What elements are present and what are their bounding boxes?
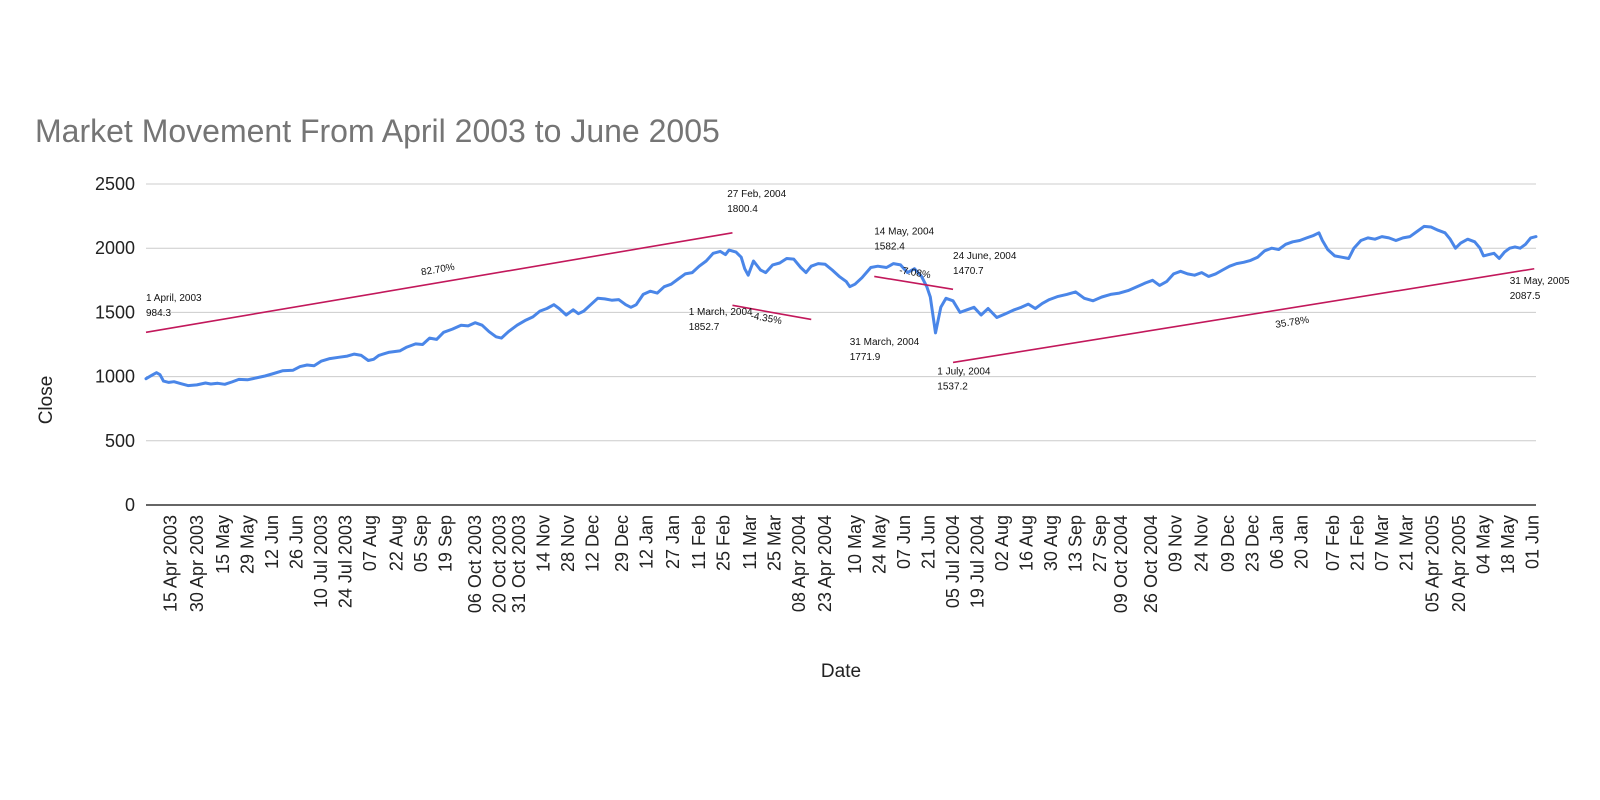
x-tick-label: 20 Oct 2003 bbox=[490, 515, 510, 613]
y-axis-label: Close bbox=[36, 376, 57, 425]
x-tick-label: 10 Jul 2003 bbox=[311, 515, 331, 608]
x-tick-label: 24 May bbox=[870, 515, 890, 574]
x-tick-label: 12 Dec bbox=[582, 515, 602, 572]
x-tick-label: 25 Feb bbox=[714, 515, 734, 571]
annotation-value: 984.3 bbox=[146, 308, 171, 319]
x-tick-label: 07 Aug bbox=[360, 515, 380, 571]
x-tick-label: 24 Nov bbox=[1192, 515, 1212, 572]
x-tick-label: 26 Jun bbox=[287, 515, 307, 569]
x-tick-label: 02 Aug bbox=[992, 515, 1012, 571]
x-tick-label: 21 Jun bbox=[919, 515, 939, 569]
x-tick-label: 21 Mar bbox=[1396, 515, 1416, 571]
x-tick-label: 06 Jan bbox=[1267, 515, 1287, 569]
x-tick-label: 11 Mar bbox=[740, 515, 760, 570]
y-tick-label: 1000 bbox=[95, 367, 135, 387]
annotation-date: 1 July, 2004 bbox=[937, 367, 991, 378]
x-tick-label: 31 Oct 2003 bbox=[509, 515, 529, 613]
trend-line bbox=[145, 232, 733, 334]
trend-line bbox=[732, 304, 812, 321]
x-tick-label: 23 Apr 2004 bbox=[815, 515, 835, 612]
annotation-value: 1537.2 bbox=[937, 382, 968, 393]
chart-title: Market Movement From April 2003 to June … bbox=[35, 113, 720, 149]
x-tick-label: 28 Nov bbox=[558, 515, 578, 572]
annotations: 1 April, 2003 984.3 27 Feb, 2004 1800.4 1 Ma… bbox=[146, 189, 1570, 393]
trend-line bbox=[952, 267, 1535, 364]
annotation-value: 1800.4 bbox=[727, 204, 758, 215]
x-tick-label: 26 Oct 2004 bbox=[1141, 515, 1161, 613]
annotation-date: 1 March, 2004 bbox=[689, 307, 753, 318]
x-tick-label: 20 Jan bbox=[1291, 515, 1311, 569]
annotation-date: 14 May, 2004 bbox=[874, 227, 934, 238]
close-series-line bbox=[144, 224, 1538, 388]
x-tick-label: 11 Feb bbox=[689, 515, 709, 570]
series-lines bbox=[144, 224, 1538, 388]
x-tick-label: 09 Dec bbox=[1218, 515, 1238, 572]
x-tick-label: 22 Aug bbox=[386, 515, 406, 571]
annotation-date: 27 Feb, 2004 bbox=[727, 189, 786, 200]
x-tick-label: 18 May bbox=[1498, 515, 1518, 574]
annotation-date: 31 May, 2005 bbox=[1510, 276, 1570, 287]
grid-lines bbox=[146, 183, 1536, 442]
x-tick-label: 20 Apr 2005 bbox=[1449, 515, 1469, 612]
x-tick-label: 27 Sep bbox=[1090, 515, 1110, 572]
x-tick-label: 04 May bbox=[1473, 515, 1493, 574]
x-tick-label: 14 Nov bbox=[533, 515, 553, 572]
annotation-value: 1852.7 bbox=[689, 322, 720, 333]
x-tick-label: 25 Mar bbox=[764, 515, 784, 571]
annotation-date: 1 April, 2003 bbox=[146, 293, 202, 304]
trend-change-label: -7.08% bbox=[898, 265, 931, 281]
y-tick-label: 500 bbox=[105, 431, 135, 451]
x-tick-label: 21 Feb bbox=[1347, 515, 1367, 571]
x-tick-label: 19 Jul 2004 bbox=[968, 515, 988, 608]
y-tick-label: 1500 bbox=[95, 302, 135, 322]
x-tick-label: 07 Mar bbox=[1372, 515, 1392, 571]
trend-line bbox=[874, 275, 954, 291]
x-tick-label: 10 May bbox=[845, 515, 865, 574]
trend-lines: 82.70%-4.35%-7.08%35.78% bbox=[145, 232, 1535, 364]
x-tick-label: 19 Sep bbox=[435, 515, 455, 572]
annotation-value: 1470.7 bbox=[953, 266, 984, 277]
y-tick-label: 2500 bbox=[95, 174, 135, 194]
annotation-value: 2087.5 bbox=[1510, 291, 1541, 302]
y-tick-label: 0 bbox=[125, 495, 135, 515]
x-tick-labels: 15 Apr 2003 30 Apr 2003 15 May 29 May 12 Jun… bbox=[161, 515, 1543, 613]
x-tick-label: 30 Apr 2003 bbox=[187, 515, 207, 612]
x-tick-label: 06 Oct 2003 bbox=[465, 515, 485, 613]
trend-change-label: 82.70% bbox=[420, 262, 455, 279]
x-tick-label: 16 Aug bbox=[1017, 515, 1037, 571]
x-tick-label: 12 Jan bbox=[637, 515, 657, 569]
x-tick-label: 09 Oct 2004 bbox=[1111, 515, 1131, 613]
x-tick-label: 07 Feb bbox=[1323, 515, 1343, 571]
x-tick-label: 29 Dec bbox=[612, 515, 632, 572]
y-tick-labels: 0 500 1000 1500 2000 2500 bbox=[95, 174, 135, 515]
x-tick-label: 05 Apr 2005 bbox=[1423, 515, 1443, 612]
x-tick-label: 30 Aug bbox=[1041, 515, 1061, 571]
x-tick-label: 27 Jan bbox=[663, 515, 683, 569]
x-tick-label: 07 Jun bbox=[894, 515, 914, 569]
x-tick-label: 24 Jul 2003 bbox=[336, 515, 356, 608]
x-tick-label: 15 May bbox=[213, 515, 233, 574]
y-tick-label: 2000 bbox=[95, 238, 135, 258]
x-axis-label: Date bbox=[821, 661, 861, 682]
x-tick-label: 29 May bbox=[238, 515, 258, 574]
x-tick-label: 13 Sep bbox=[1066, 515, 1086, 572]
x-tick-label: 12 Jun bbox=[262, 515, 282, 569]
x-tick-label: 01 Jun bbox=[1522, 515, 1542, 569]
trend-change-label: 35.78% bbox=[1275, 315, 1310, 331]
annotation-date: 31 March, 2004 bbox=[850, 337, 920, 348]
annotation-value: 1582.4 bbox=[874, 242, 905, 253]
annotation-value: 1771.9 bbox=[850, 352, 881, 363]
x-tick-label: 15 Apr 2003 bbox=[161, 515, 181, 612]
x-tick-label: 05 Sep bbox=[411, 515, 431, 572]
x-tick-label: 23 Dec bbox=[1242, 515, 1262, 572]
x-tick-label: 09 Nov bbox=[1165, 515, 1185, 572]
annotation-date: 24 June, 2004 bbox=[953, 251, 1017, 262]
x-tick-label: 08 Apr 2004 bbox=[789, 515, 809, 612]
x-tick-label: 05 Jul 2004 bbox=[943, 515, 963, 608]
